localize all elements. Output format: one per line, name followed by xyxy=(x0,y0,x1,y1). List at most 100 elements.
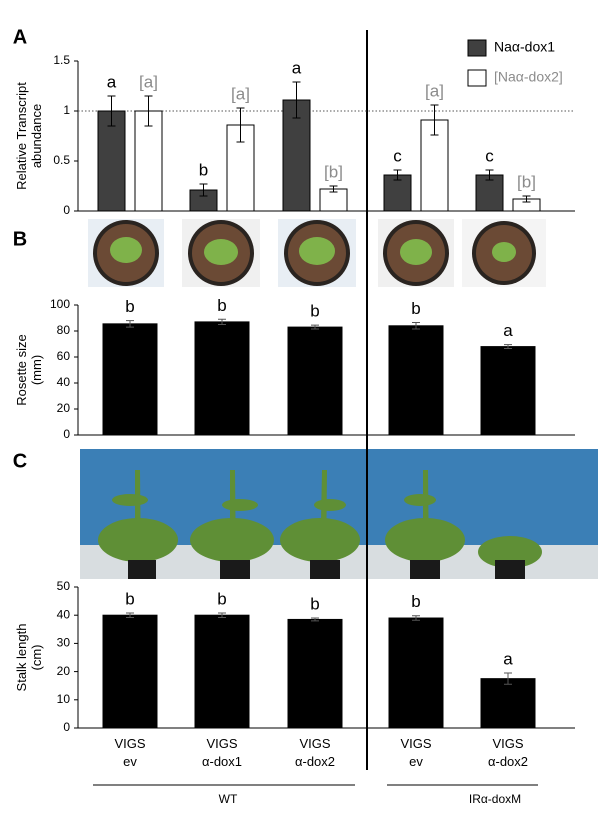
error-bar xyxy=(485,169,494,181)
error-bar xyxy=(412,615,420,621)
x-tick-line: VIGS xyxy=(400,736,431,751)
y-tick-label: 20 xyxy=(57,664,71,678)
bar xyxy=(480,678,536,729)
legend-label: [Naα-dox2] xyxy=(494,69,563,85)
significance-letter: b xyxy=(411,299,420,318)
y-tick-label: 40 xyxy=(57,607,71,621)
error-bar xyxy=(126,612,134,618)
y-tick-label: 80 xyxy=(57,323,71,337)
significance-letter: [a] xyxy=(231,84,250,103)
x-tick-line: VIGS xyxy=(114,736,145,751)
significance-letter: a xyxy=(503,649,513,668)
error-bar xyxy=(504,672,512,685)
x-tick-line: α-dox2 xyxy=(295,754,335,769)
error-bar xyxy=(311,324,319,330)
significance-letter: c xyxy=(485,146,494,165)
rosette-photos xyxy=(88,219,546,287)
group-label: WT xyxy=(219,792,238,806)
bar xyxy=(388,325,444,436)
y-tick-label: 1.5 xyxy=(53,53,70,67)
x-tick-line: VIGS xyxy=(492,736,523,751)
significance-letter: a xyxy=(107,72,117,91)
significance-letter: [a] xyxy=(139,72,158,91)
y-tick-label: 0 xyxy=(63,427,70,441)
error-bar xyxy=(218,318,226,325)
significance-letter: b xyxy=(217,296,226,315)
y-tick-label: 0 xyxy=(63,720,70,734)
error-bar xyxy=(329,185,338,193)
bar xyxy=(480,346,536,436)
x-tick-line: ev xyxy=(123,754,137,769)
x-tick-label: VIGS α-dox1 xyxy=(202,736,242,769)
error-bar xyxy=(292,81,301,119)
significance-letter: [a] xyxy=(425,81,444,100)
error-bar xyxy=(199,183,208,197)
y-tick-label: 10 xyxy=(57,692,71,706)
significance-letter: b xyxy=(125,589,134,608)
y-axis-label: Relative Transcript xyxy=(14,82,29,190)
y-axis-label: (cm) xyxy=(29,645,44,671)
y-tick-label: 30 xyxy=(57,636,71,650)
bar xyxy=(194,614,250,729)
error-bar xyxy=(393,169,402,181)
significance-letter: b xyxy=(199,160,208,179)
x-tick-line: ev xyxy=(409,754,423,769)
legend-swatch xyxy=(467,69,487,87)
error-bar xyxy=(236,107,245,143)
y-axis-label: Rosette size xyxy=(14,334,29,406)
x-tick-line: α-dox1 xyxy=(202,754,242,769)
y-tick-label: 60 xyxy=(57,349,71,363)
significance-letter: a xyxy=(503,321,513,340)
significance-letter: b xyxy=(310,595,319,614)
significance-letter: b xyxy=(310,302,319,321)
x-tick-label: VIGS α-dox2 xyxy=(295,736,335,769)
x-tick-line: VIGS xyxy=(206,736,237,751)
group-label: IRα-doxM xyxy=(469,792,521,806)
y-tick-label: 0.5 xyxy=(53,153,70,167)
x-tick-label: VIGS ev xyxy=(400,736,431,769)
error-bar xyxy=(412,322,420,330)
bar xyxy=(102,323,158,436)
error-bar xyxy=(144,95,153,127)
y-tick-label: 0 xyxy=(63,203,70,217)
panel-label: A xyxy=(13,26,27,48)
y-tick-label: 100 xyxy=(50,297,70,311)
significance-letter: [b] xyxy=(517,172,536,191)
significance-letter: b xyxy=(125,297,134,316)
bar xyxy=(388,617,444,729)
bar xyxy=(287,618,343,729)
error-bar xyxy=(504,344,512,350)
significance-letter: a xyxy=(292,58,302,77)
y-tick-label: 1 xyxy=(63,103,70,117)
y-axis-label: (mm) xyxy=(29,355,44,385)
error-bar xyxy=(107,95,116,127)
error-bar xyxy=(311,617,319,622)
x-tick-label: VIGS ev xyxy=(114,736,145,769)
bar xyxy=(102,614,158,729)
error-bar xyxy=(218,612,226,618)
significance-letter: b xyxy=(411,592,420,611)
y-tick-label: 50 xyxy=(57,579,71,593)
y-tick-label: 20 xyxy=(57,401,71,415)
x-tick-line: VIGS xyxy=(299,736,330,751)
y-axis-label: Stalk length xyxy=(14,624,29,692)
panel-label: C xyxy=(13,450,27,472)
legend-swatch xyxy=(467,39,487,57)
plant-photo xyxy=(80,449,598,579)
bar xyxy=(287,326,343,436)
significance-letter: b xyxy=(217,589,226,608)
legend-label: Naα-dox1 xyxy=(494,39,555,55)
bar xyxy=(194,321,250,436)
significance-letter: c xyxy=(393,146,402,165)
error-bar xyxy=(126,320,134,328)
y-tick-label: 40 xyxy=(57,375,71,389)
x-tick-label: VIGS α-dox2 xyxy=(488,736,528,769)
bar xyxy=(475,174,504,212)
x-tick-line: α-dox2 xyxy=(488,754,528,769)
y-axis-label: abundance xyxy=(29,104,44,168)
error-bar xyxy=(430,104,439,136)
significance-letter: [b] xyxy=(324,162,343,181)
panel-label: B xyxy=(13,228,27,250)
error-bar xyxy=(522,195,531,203)
